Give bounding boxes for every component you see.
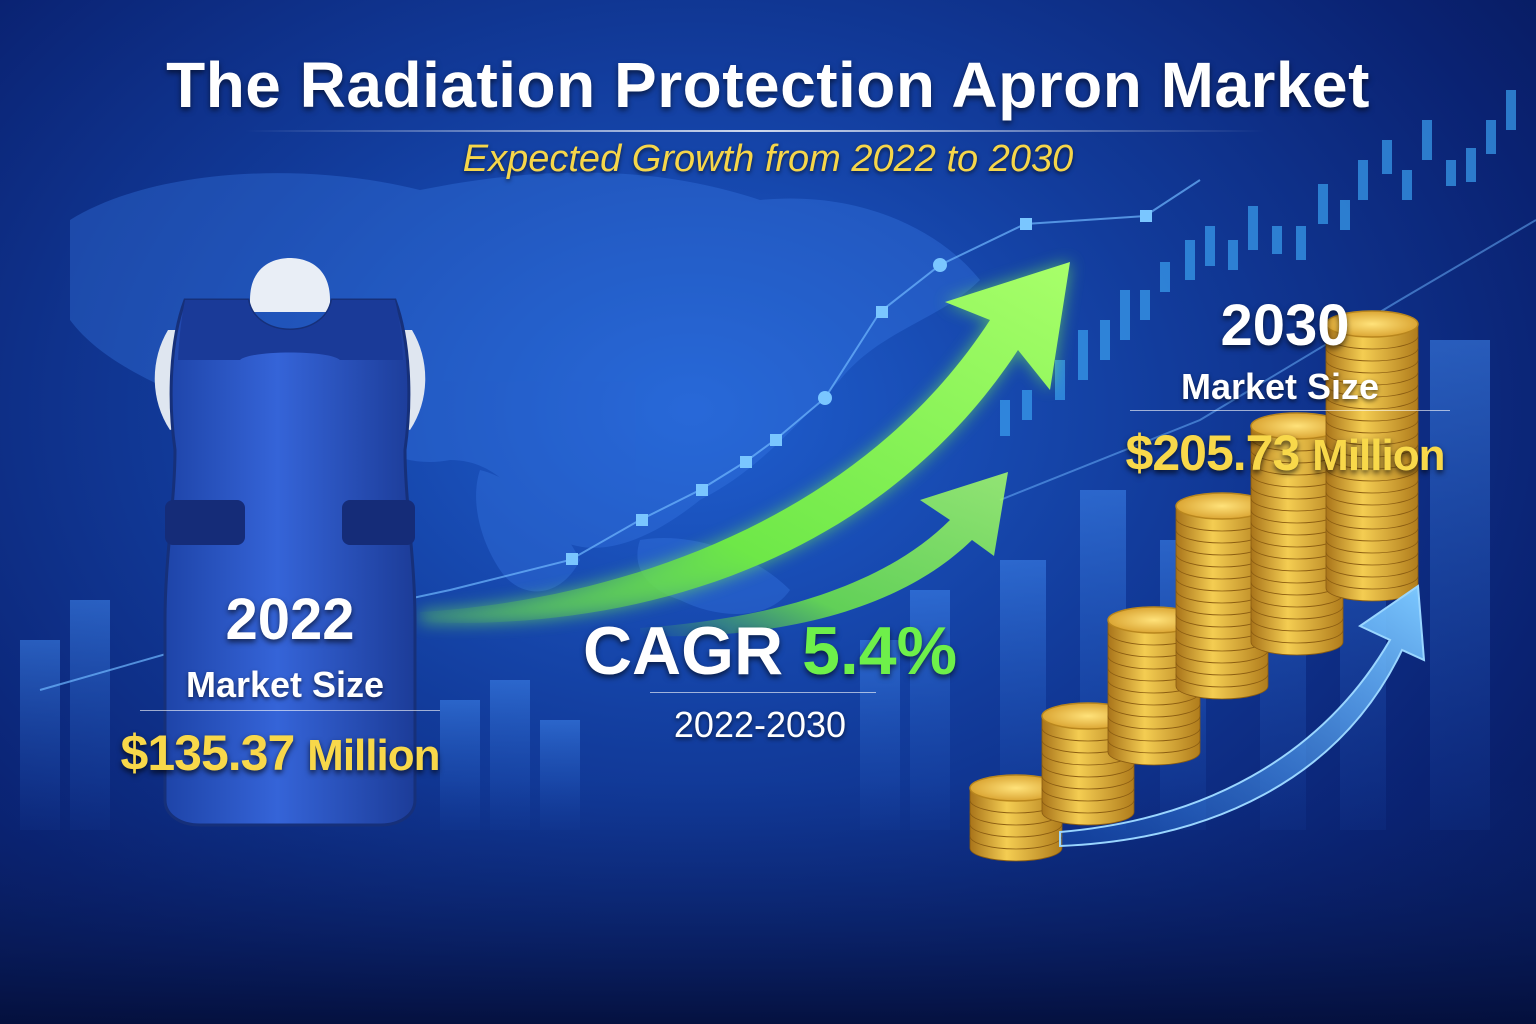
start-year: 2022 [225, 587, 355, 652]
apron-icon [154, 258, 426, 827]
cagr-period: 2022-2030 [673, 704, 847, 745]
cagr-value: 5.4% [802, 613, 958, 689]
blue-growth-arrow [1059, 584, 1426, 848]
start-value-amount: $135.37 [120, 725, 296, 781]
coin-stack [1250, 412, 1344, 656]
start-market-size-label: Market Size [185, 664, 385, 705]
cagr-headline: CAGR 5.4% [560, 612, 980, 690]
title-divider [245, 130, 1265, 132]
end-value-amount: $205.73 [1125, 425, 1301, 481]
start-market-value: $135.37 Million [90, 724, 470, 782]
end-market-size-label: Market Size [1180, 366, 1380, 407]
start-divider [140, 710, 440, 711]
page-title: The Radiation Protection Apron Market [166, 49, 1370, 121]
start-value-unit: Million [307, 731, 440, 780]
cagr-label: CAGR [582, 613, 784, 689]
cagr-divider [650, 692, 876, 693]
end-market-value: $205.73 Million [1105, 424, 1465, 482]
page-subtitle: Expected Growth from 2022 to 2030 [462, 138, 1074, 180]
end-divider [1130, 410, 1450, 411]
coin-stack [1325, 310, 1419, 602]
end-value-unit: Million [1312, 431, 1445, 480]
coin-stack-icon [969, 310, 1419, 862]
coin-stack [1175, 492, 1269, 700]
end-year: 2030 [1220, 293, 1350, 358]
candlestick-chart-icon [1000, 90, 1516, 436]
growth-arrow-icon [420, 262, 1070, 637]
coin-stack [969, 774, 1063, 862]
